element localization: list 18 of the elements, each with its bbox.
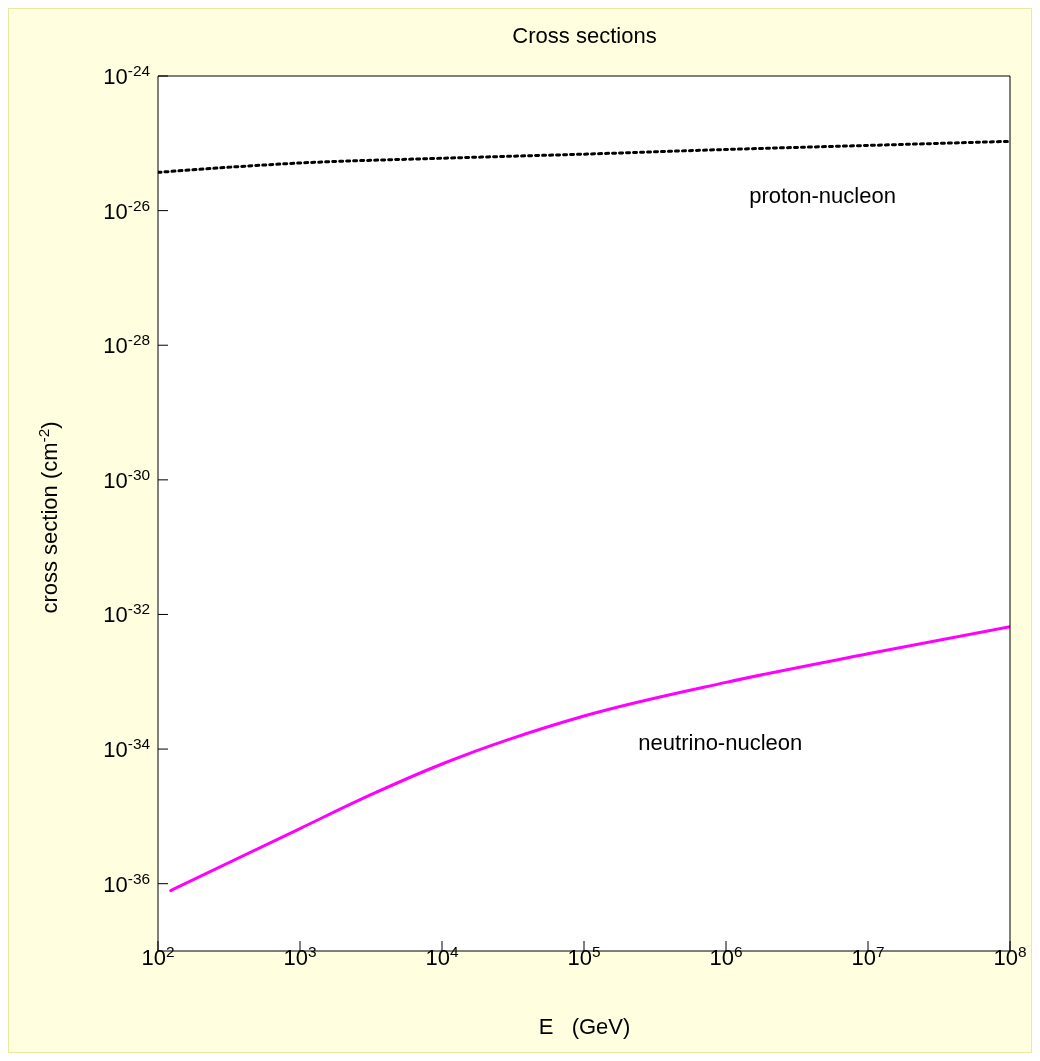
series-label: proton-nucleon: [749, 182, 896, 208]
x-tick-label: 10$^{6}$: [709, 942, 743, 970]
x-axis-title: E (GeV): [537, 1014, 632, 1040]
x-tick-label: 10$^{4}$: [425, 942, 459, 970]
y-tick-label: 10$^{-30}$: [103, 465, 150, 493]
series-label: neutrino-nucleon: [638, 729, 803, 755]
y-tick-label: 10$^{-24}$: [103, 61, 151, 89]
y-tick-label: 10$^{-34}$: [103, 734, 151, 763]
x-tick-label: 10$^{3}$: [283, 942, 317, 970]
x-tick-label: 10$^{5}$: [567, 942, 601, 970]
y-tick-label: 10$^{-36}$: [103, 869, 150, 897]
x-tick-label: 10$^{7}$: [851, 942, 885, 970]
y-tick-label: 10$^{-32}$: [103, 599, 150, 628]
chart-title: Cross sections: [511, 23, 658, 49]
x-tick-label: 10$^{8}$: [993, 942, 1027, 970]
y-tick-label: 10$^{-28}$: [103, 330, 150, 359]
y-tick-label: 10$^{-26}$: [103, 196, 150, 224]
x-tick-label: 10$^{2}$: [141, 942, 175, 970]
